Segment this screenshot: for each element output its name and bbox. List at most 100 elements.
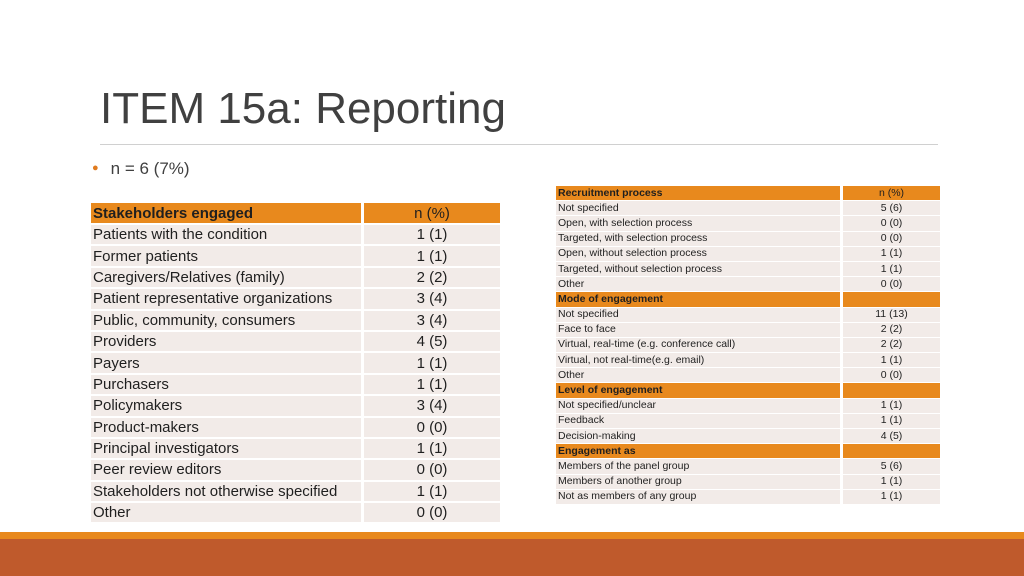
table-row: Product-makers 0 (0): [91, 416, 500, 439]
bullet-dot-icon: ●: [92, 162, 99, 174]
table-cell-label: Other: [556, 276, 842, 293]
table-row: Other 0 (0): [556, 276, 940, 293]
table-row: Open, without selection process 1 (1): [556, 246, 940, 262]
table-row: Virtual, not real-time(e.g. email) 1 (1): [556, 352, 940, 369]
table-cell-value: 1 (1): [361, 437, 500, 461]
section-header-row: Level of engagement: [556, 382, 940, 399]
table-cell-value: 3 (4): [361, 309, 500, 332]
table-cell-value: 4 (5): [361, 330, 500, 354]
table-cell-label: Principal investigators: [91, 437, 363, 461]
section-header-row: Engagement as: [556, 443, 940, 460]
footer-accent-line: [0, 532, 1024, 539]
table-cell-value: 11 (13): [840, 307, 940, 323]
table-cell-label: Members of the panel group: [556, 458, 842, 475]
table-cell-value: [840, 443, 940, 460]
table-row: Patient representative organizations 3 (4…: [91, 288, 500, 311]
table-row: Stakeholders not otherwise specified 1 (1…: [91, 480, 500, 504]
table-cell-label: Targeted, with selection process: [556, 231, 842, 247]
table-cell-label: Open, without selection process: [556, 246, 842, 262]
table-cell-value: 5 (6): [840, 458, 940, 475]
table-row: Targeted, with selection process 0 (0): [556, 231, 940, 247]
table-cell-label: Not specified: [556, 307, 842, 323]
table-cell-label: Stakeholders engaged: [91, 203, 363, 225]
table-row: Open, with selection process 0 (0): [556, 215, 940, 232]
table-cell-value: 1 (1): [840, 352, 940, 369]
table-cell-value: 0 (0): [840, 231, 940, 247]
table-cell-label: Decision-making: [556, 428, 842, 445]
table-row: Decision-making 4 (5): [556, 428, 940, 445]
section-header-label: Level of engagement: [556, 382, 842, 399]
table-cell-value: 1 (1): [361, 352, 500, 375]
engagement-table: Recruitment process n (%) Not specified 5 (…: [556, 186, 940, 505]
table-cell-value: 0 (0): [840, 276, 940, 293]
table-row: Targeted, without selection process 1 (1): [556, 261, 940, 278]
table-cell-label: Policymakers: [91, 395, 363, 418]
footer-bar: [0, 539, 1024, 576]
table-row: Principal investigators 1 (1): [91, 437, 500, 461]
table-row: Other 0 (0): [556, 367, 940, 384]
table-cell-label: Patients with the condition: [91, 224, 363, 247]
table-row: Policymakers 3 (4): [91, 395, 500, 418]
section-header-row: Mode of engagement: [556, 291, 940, 308]
table-row: Members of another group 1 (1): [556, 474, 940, 490]
table-cell-value: 0 (0): [361, 459, 500, 482]
table-cell-value: 0 (0): [361, 416, 500, 439]
table-cell-label: Former patients: [91, 245, 363, 268]
table-cell-value: n (%): [840, 186, 940, 202]
bullet-text: n = 6 (7%): [110, 159, 190, 178]
table-cell-label: Targeted, without selection process: [556, 261, 842, 278]
table-cell-value: 1 (1): [361, 480, 500, 504]
table-cell-value: 3 (4): [361, 288, 500, 311]
table-cell-label: Not specified: [556, 200, 842, 217]
stakeholders-table: Stakeholders engaged n (%) Patients with t…: [91, 203, 500, 525]
table-row: Face to face 2 (2): [556, 322, 940, 338]
table-cell-value: 1 (1): [840, 261, 940, 278]
table-header-row: Stakeholders engaged n (%): [91, 203, 500, 225]
table-row: Caregivers/Relatives (family) 2 (2): [91, 266, 500, 290]
table-row: Not as members of any group 1 (1): [556, 489, 940, 505]
table-row: Public, community, consumers 3 (4): [91, 309, 500, 332]
table-cell-value: 1 (1): [840, 246, 940, 262]
table-cell-value: n (%): [361, 203, 500, 225]
table-cell-label: Providers: [91, 330, 363, 354]
table-cell-label: Feedback: [556, 413, 842, 430]
table-cell-label: Not specified/unclear: [556, 398, 842, 414]
table-cell-label: Caregivers/Relatives (family): [91, 266, 363, 290]
table-cell-label: Other: [556, 367, 842, 384]
section-header-label: Engagement as: [556, 443, 842, 460]
table-row: Payers 1 (1): [91, 352, 500, 375]
table-cell-label: Face to face: [556, 322, 842, 338]
table-row: Other 0 (0): [91, 502, 500, 525]
title-divider: [100, 144, 938, 145]
table-cell-value: 4 (5): [840, 428, 940, 445]
table-cell-label: Open, with selection process: [556, 215, 842, 232]
table-row: Patients with the condition 1 (1): [91, 224, 500, 247]
table-cell-label: Product-makers: [91, 416, 363, 439]
table-cell-label: Not as members of any group: [556, 489, 842, 505]
table-cell-value: [840, 291, 940, 308]
table-cell-value: 3 (4): [361, 395, 500, 418]
table-row: Members of the panel group 5 (6): [556, 458, 940, 475]
page-title: ITEM 15a: Reporting: [100, 84, 506, 133]
table-cell-value: 1 (1): [840, 413, 940, 430]
table-cell-value: 0 (0): [840, 215, 940, 232]
table-cell-value: 0 (0): [840, 367, 940, 384]
table-cell-label: Members of another group: [556, 474, 842, 490]
table-cell-value: 2 (2): [840, 322, 940, 338]
table-row: Not specified/unclear 1 (1): [556, 398, 940, 414]
table-cell-value: 2 (2): [840, 337, 940, 354]
table-row: Feedback 1 (1): [556, 413, 940, 430]
table-cell-label: Virtual, real-time (e.g. conference call…: [556, 337, 842, 354]
table-cell-label: Other: [91, 502, 363, 525]
table-row: Providers 4 (5): [91, 330, 500, 354]
table-row: Virtual, real-time (e.g. conference call…: [556, 337, 940, 354]
table-cell-label: Purchasers: [91, 373, 363, 397]
table-cell-value: 2 (2): [361, 266, 500, 290]
table-cell-label: Virtual, not real-time(e.g. email): [556, 352, 842, 369]
table-cell-value: [840, 382, 940, 399]
table-row: Peer review editors 0 (0): [91, 459, 500, 482]
section-header-label: Mode of engagement: [556, 291, 842, 308]
table-row: Not specified 11 (13): [556, 307, 940, 323]
table-row: Purchasers 1 (1): [91, 373, 500, 397]
table-cell-value: 1 (1): [361, 373, 500, 397]
